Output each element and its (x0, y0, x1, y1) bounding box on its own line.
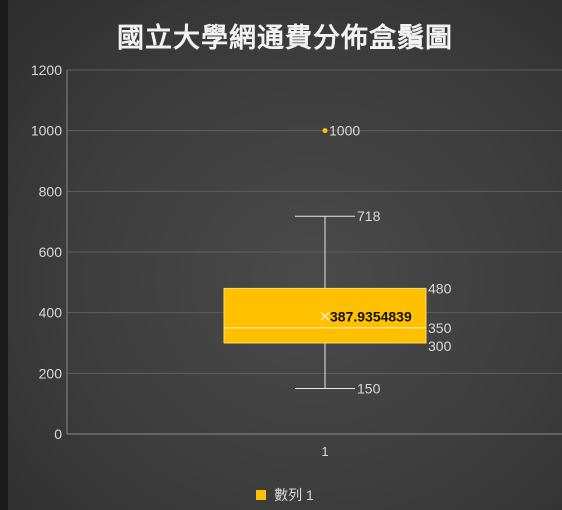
chart-title: 國立大學網通費分佈盒鬚圖 (117, 23, 453, 54)
y-tick-label: 400 (39, 305, 63, 321)
mean-label: 387.9354839 (330, 308, 412, 324)
median-label: 350 (428, 320, 452, 336)
y-tick-label: 1000 (31, 123, 62, 139)
mean-marker (320, 311, 330, 321)
plot-area: 0 200 400 600 800 1000 1200 1 1000 718 150 480 350 30… (31, 62, 562, 459)
q3-label: 480 (428, 280, 452, 296)
outlier-label: 1000 (329, 123, 360, 139)
y-tick-label: 1200 (31, 62, 62, 78)
min-label: 150 (357, 381, 381, 397)
max-label: 718 (357, 208, 381, 224)
q1-label: 300 (428, 338, 452, 354)
legend-label: 數列 1 (274, 487, 314, 503)
legend: 數列 1 (8, 485, 562, 505)
y-tick-label: 600 (39, 244, 63, 260)
y-tick-label: 200 (39, 365, 63, 381)
y-tick-label: 800 (39, 183, 63, 199)
x-tick-label: 1 (321, 444, 328, 459)
y-tick-label: 0 (54, 426, 62, 442)
outlier-point (322, 128, 328, 134)
legend-swatch (256, 490, 267, 500)
